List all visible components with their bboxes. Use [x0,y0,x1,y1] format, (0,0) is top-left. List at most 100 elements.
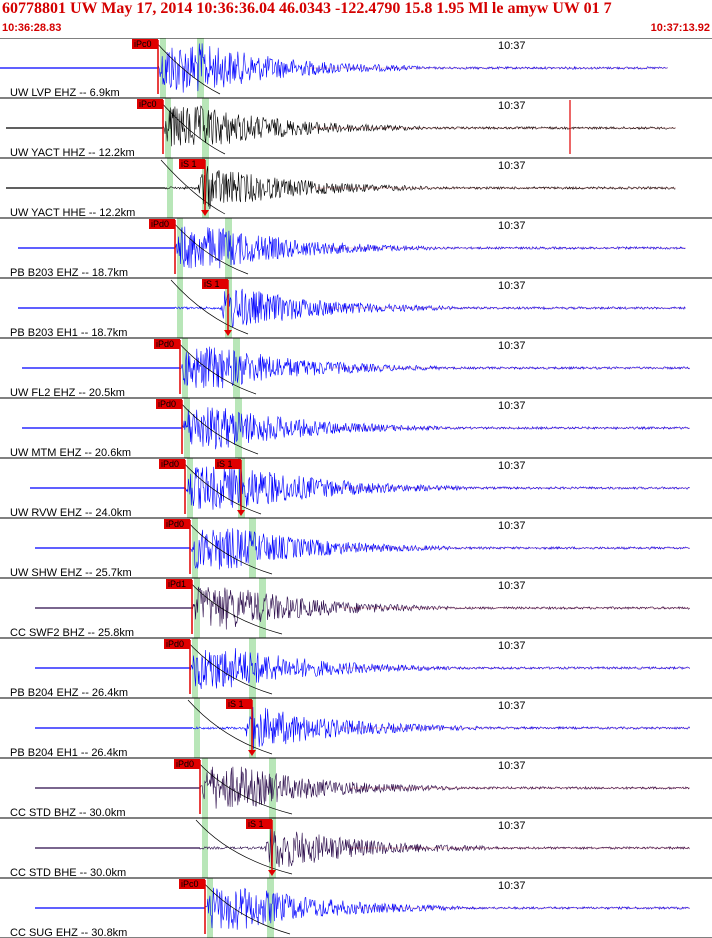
waveform [184,466,690,510]
travel-time-curve [153,39,221,95]
station-label: UW SHW EHZ -- 25.7km [10,567,132,579]
station-label: UW RVW EHZ -- 24.0km [10,507,131,519]
p-pick-box [164,639,190,649]
travel-time-curve [158,99,226,155]
s-pick-marker [248,750,256,756]
station-label: PB B203 EHZ -- 18.7km [10,267,128,279]
trace-panel: 10:37 iPd0 PB B204 EHZ -- 26.4km [0,637,712,699]
s-pick-box [215,459,241,469]
s-pick-label: iS 1 [204,279,220,289]
p-pick-label: iPd0 [166,639,184,649]
event-title: 60778801 UW May 17, 2014 10:36:36.04 46.… [2,0,612,17]
trace-panel: 10:37 iPd0 UW FL2 EHZ -- 20.5km [0,337,712,399]
end-time: 10:37:13.92 [650,22,710,34]
time-tick-label: 10:37 [498,220,526,232]
station-label: PB B203 EH1 -- 18.7km [10,327,127,339]
station-label: UW YACT HHZ -- 12.2km [10,147,135,159]
s-window [249,518,256,578]
p-pick-box [137,99,163,109]
s-pick-marker [201,210,209,216]
p-pick-box [159,459,185,469]
waveform [157,43,668,93]
travel-time-curve [185,639,273,695]
waveform [174,226,686,269]
s-pick-box [202,279,228,289]
travel-time-curve [187,699,273,755]
p-pick-label: iPc0 [181,879,199,889]
trace-panel: 10:37 iS 1 PB B203 EH1 -- 18.7km [0,277,712,339]
waveform [199,827,690,868]
trace-panel: 10:37 iPd0 iS 1 UW RVW EHZ -- 24.0km [0,457,712,519]
p-pick-label: iPd0 [176,759,194,769]
travel-time-curve [180,459,262,515]
station-label: CC SUG EHZ -- 30.8km [10,927,127,938]
station-label: UW YACT HHE -- 12.2km [10,207,135,219]
s-pick-box [246,819,272,829]
p-window [202,758,208,818]
waveform [162,105,676,147]
trace-panel: 10:37 iS 1 CC STD BHE -- 30.0km [0,817,712,879]
waveform [204,887,690,930]
waveform [191,706,690,750]
travel-time-curve [170,219,249,275]
waveform [174,288,686,328]
time-tick-label: 10:37 [498,40,526,52]
p-window [160,38,166,98]
waveform [189,528,690,570]
s-pick-label: iS 1 [181,159,197,169]
trace-panel: 10:37 iPd0 CC STD BHZ -- 30.0km [0,757,712,819]
station-label: PB B204 EHZ -- 26.4km [10,687,128,699]
event-header: 60778801 UW May 17, 2014 10:36:36.04 46.… [0,0,712,38]
p-window [182,338,188,398]
p-pick-box [179,879,205,889]
s-pick-marker [237,510,245,516]
time-tick-label: 10:37 [498,700,526,712]
waveform [164,166,676,210]
s-pick-label: iS 1 [248,819,264,829]
trace-panel: 10:37 iPd0 PB B203 EHZ -- 18.7km [0,217,712,279]
p-window [202,818,208,878]
trace-panel: 10:37 iS 1 UW YACT HHE -- 12.2km [0,157,712,219]
s-pick-marker [224,330,232,336]
station-label: CC STD BHE -- 30.0km [10,867,126,879]
s-window [202,98,209,158]
waveform [179,346,690,389]
station-label: UW MTM EHZ -- 20.6km [10,447,131,459]
time-tick-label: 10:37 [498,640,526,652]
p-window [177,278,183,338]
trace-panel: 10:37 iS 1 PB B204 EH1 -- 26.4km [0,697,712,759]
p-pick-box [164,519,190,529]
p-window [165,98,171,158]
p-pick-label: iPc0 [134,39,152,49]
trace-panel: 10:37 iPd0 UW SHW EHZ -- 25.7km [0,517,712,579]
time-tick-label: 10:37 [498,400,526,412]
trace-panel: 10:37 iPc0 UW YACT HHZ -- 12.2km [0,97,712,159]
p-pick-box [132,39,158,49]
p-pick-box [166,579,192,589]
travel-time-curve [185,519,273,575]
travel-time-curve [177,399,259,455]
station-label: UW LVP EHZ -- 6.9km [10,87,120,99]
p-window [207,878,213,938]
p-pick-label: iPd0 [166,519,184,529]
travel-time-curve [187,579,283,635]
p-pick-label: iPd0 [156,339,174,349]
p-window [167,158,173,218]
s-pick-box [179,159,205,169]
p-window [194,578,200,638]
waveform [181,407,690,450]
seismogram-plot: 10:37 iPc0 UW LVP EHZ -- 6.9km 10:37 iPc0 UW … [0,38,712,938]
p-window [192,638,198,698]
s-window [197,38,204,98]
station-label: UW FL2 EHZ -- 20.5km [10,387,125,399]
p-pick-box [149,219,175,229]
time-tick-label: 10:37 [498,820,526,832]
travel-time-curve [170,279,249,335]
trace-panel: 10:37 iPd0 UW MTM EHZ -- 20.6km [0,397,712,459]
travel-time-curve [195,759,293,815]
start-time: 10:36:28.83 [2,22,62,34]
waveform [189,648,691,690]
travel-time-curve [175,339,257,395]
p-window [192,518,198,578]
s-pick-label: iS 1 [217,459,233,469]
